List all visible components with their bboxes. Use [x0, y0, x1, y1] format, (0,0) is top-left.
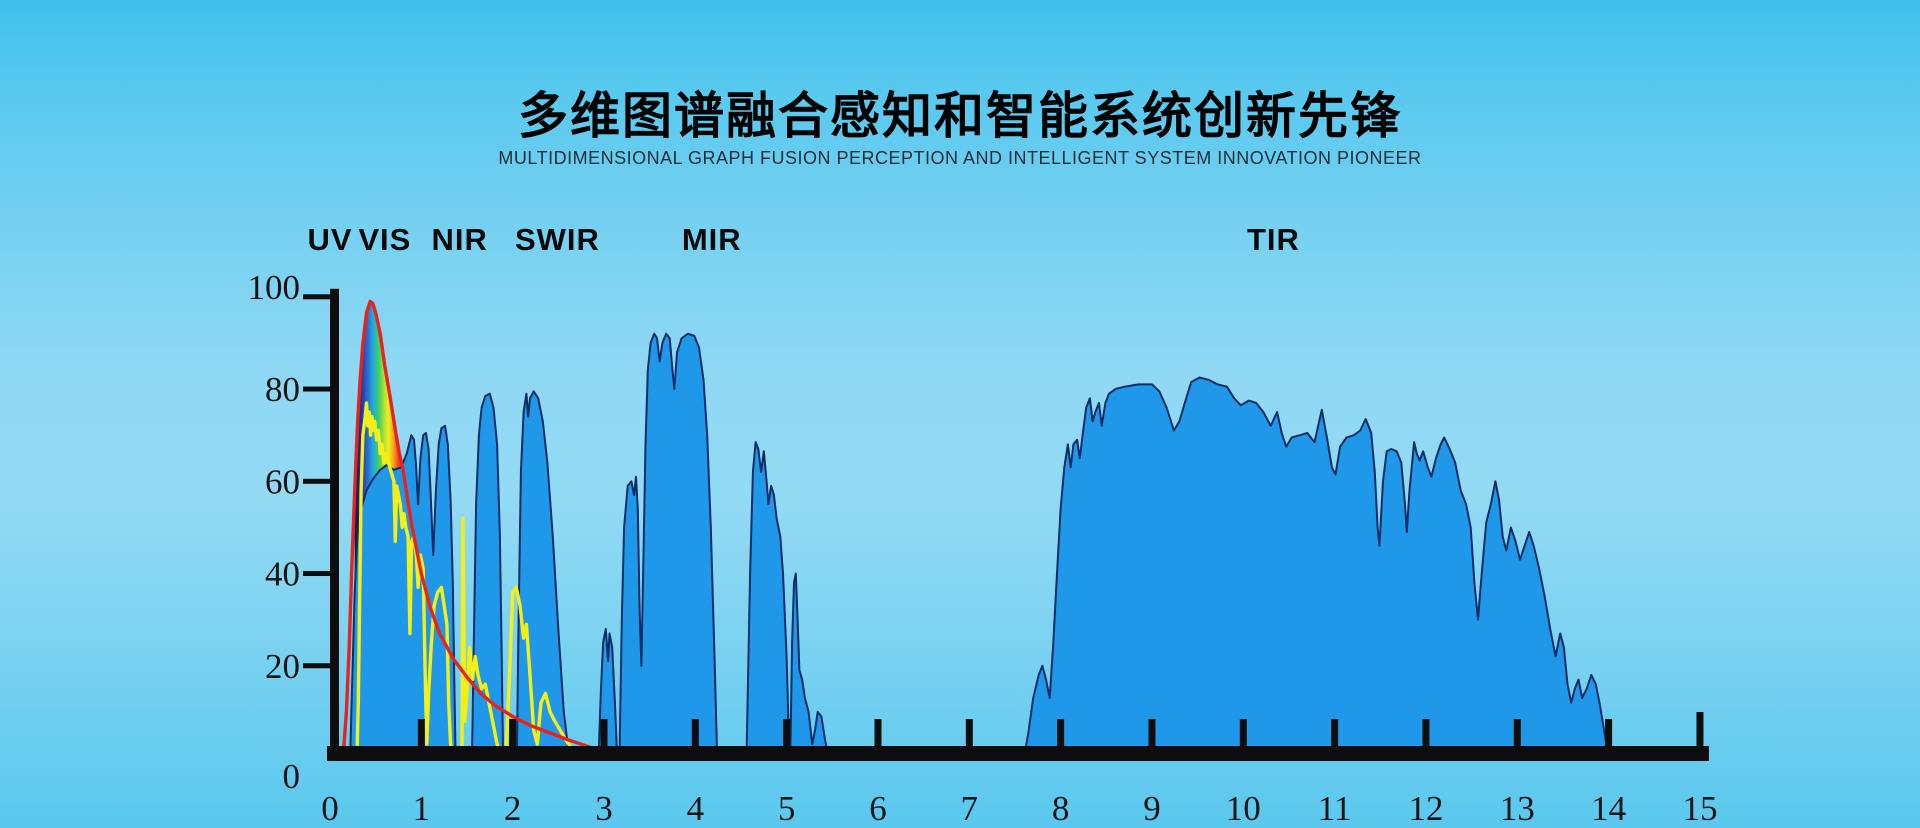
page-title: 多维图谱融合感知和智能系统创新先锋 [518, 87, 1402, 144]
x-tick [1057, 719, 1065, 747]
y-tick-label: 100 [248, 268, 301, 307]
transmission-window-area [471, 392, 505, 759]
x-tick-label: 5 [778, 789, 796, 828]
x-tick [1605, 719, 1613, 747]
transmission-window-area [745, 441, 791, 759]
band-label-swir: SWIR [515, 222, 600, 257]
x-tick [1696, 712, 1704, 758]
x-tick [600, 719, 608, 747]
band-label-vis: VIS [358, 222, 411, 257]
x-tick-label: 7 [961, 789, 979, 828]
x-tick [1513, 719, 1521, 747]
x-tick [1239, 719, 1247, 747]
transmission-window-area [515, 390, 571, 759]
band-label-tir: TIR [1247, 222, 1300, 257]
y-tick-label: 80 [265, 370, 300, 409]
transmission-window-area [1023, 376, 1610, 759]
x-tick [965, 719, 973, 747]
y-tick-label: 20 [265, 647, 300, 686]
x-tick-label: 10 [1226, 789, 1261, 828]
x-tick-label: 9 [1143, 789, 1161, 828]
x-tick [509, 719, 517, 747]
blackbody-envelope-line [342, 299, 597, 751]
y-tick [303, 294, 330, 300]
x-tick-label: 8 [1052, 789, 1070, 828]
y-tick [303, 571, 330, 577]
y-tick-label: 40 [265, 555, 300, 594]
x-tick-label: 4 [687, 789, 705, 828]
x-tick [417, 719, 425, 747]
page-subtitle: MULTIDIMENSIONAL GRAPH FUSION PERCEPTION… [498, 148, 1422, 168]
band-label-mir: MIR [682, 222, 742, 257]
x-tick [691, 719, 699, 747]
band-label-uv: UV [307, 222, 352, 257]
x-tick-label: 12 [1408, 789, 1443, 828]
x-tick [874, 719, 882, 747]
x-tick-label: 6 [869, 789, 887, 828]
x-tick-label: 13 [1500, 789, 1535, 828]
y-axis [330, 288, 339, 760]
x-tick-label: 1 [413, 789, 431, 828]
x-axis [327, 746, 1709, 761]
y-tick [303, 386, 330, 392]
x-tick [783, 719, 791, 747]
x-tick-label: 0 [321, 789, 339, 828]
x-tick-label: 14 [1591, 789, 1626, 828]
x-tick-label: 2 [504, 789, 522, 828]
x-tick [1331, 719, 1339, 747]
transmission-window-area [789, 572, 830, 759]
x-tick [1148, 719, 1156, 747]
band-label-nir: NIR [431, 222, 487, 257]
transmission-window-area [618, 332, 719, 759]
x-tick-label: 3 [595, 789, 613, 828]
y-tick [303, 478, 330, 484]
y-tick-label: 60 [265, 462, 300, 501]
y-tick-label: 0 [283, 757, 301, 796]
x-tick-label: 15 [1682, 789, 1717, 828]
y-tick [303, 663, 330, 669]
ground-solar-spectrum-line [355, 401, 581, 760]
x-tick [1422, 719, 1430, 747]
x-tick-label: 11 [1318, 789, 1352, 828]
